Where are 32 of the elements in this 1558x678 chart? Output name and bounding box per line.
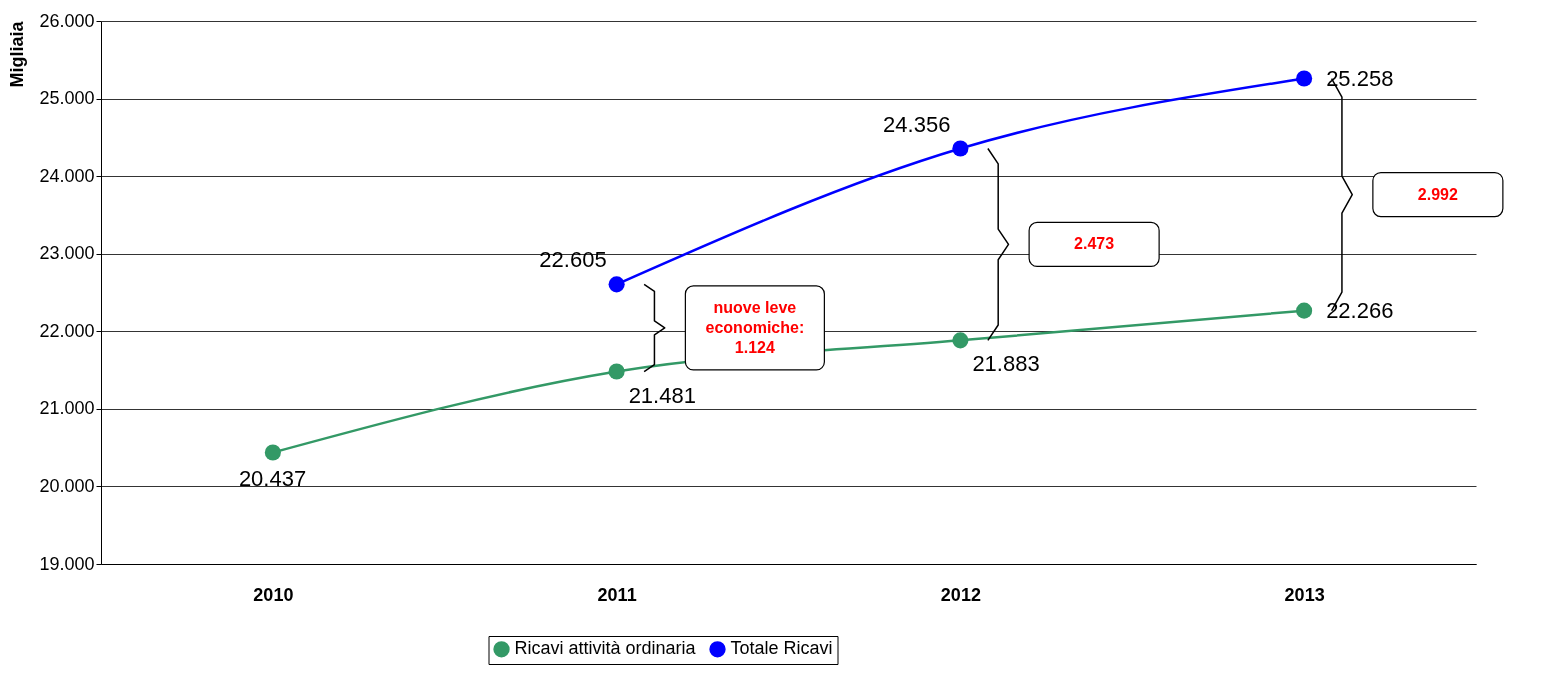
y-tick-label: 24.000 [39, 165, 95, 186]
y-axis-title: Migliaia [7, 20, 28, 88]
point [608, 276, 625, 293]
legend-label: Totale Ricavi [730, 638, 833, 659]
annotation: 2.992 [1417, 185, 1458, 203]
point [952, 332, 969, 349]
y-tick-label: 19.000 [39, 553, 95, 574]
x-tick-label: 2012 [940, 584, 981, 605]
x-tick-label: 2013 [1284, 584, 1325, 605]
x-tick-label: 2010 [253, 584, 294, 605]
data-label: 20.437 [238, 465, 307, 491]
data-label: 22.266 [1326, 297, 1394, 323]
y-tick-label: 26.000 [39, 10, 95, 31]
point [1296, 302, 1313, 319]
data-label: 21.481 [628, 382, 696, 408]
y-tick-label: 23.000 [39, 243, 95, 264]
data-label: 21.883 [972, 351, 1040, 377]
y-tick-label: 22.000 [39, 320, 95, 341]
point [952, 140, 969, 157]
y-tick-label: 21.000 [39, 398, 95, 419]
point [608, 363, 625, 380]
point [264, 444, 281, 461]
data-label: 24.356 [883, 111, 951, 137]
legend-label: Ricavi attività ordinaria [514, 638, 697, 659]
annotation: 2.473 [1074, 235, 1115, 253]
point [1296, 70, 1313, 87]
data-label: 22.605 [539, 247, 607, 273]
x-tick-label: 2011 [597, 584, 637, 605]
y-tick-label: 20.000 [39, 475, 95, 496]
y-tick-label: 25.000 [39, 88, 95, 109]
data-label: 25.258 [1326, 65, 1394, 91]
annotation: nuove leve economiche: 1.124 [705, 298, 805, 356]
